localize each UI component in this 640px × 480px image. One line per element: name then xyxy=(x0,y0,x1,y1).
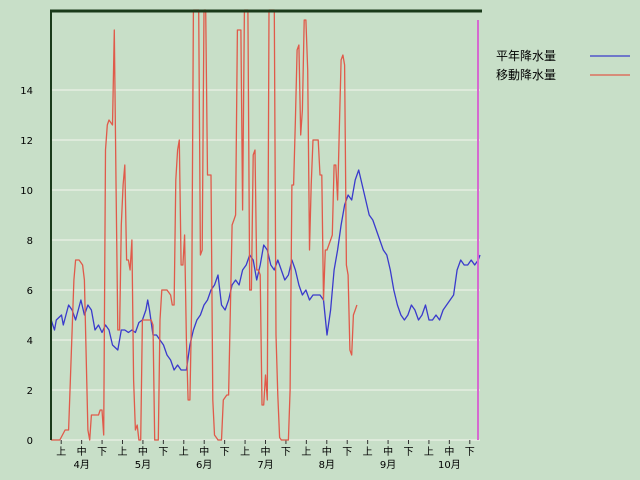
legend-label: 平年降水量 xyxy=(496,49,556,63)
x-month-label: 8月 xyxy=(319,459,335,471)
y-tick-label: 12 xyxy=(20,136,33,147)
x-month-label: 9月 xyxy=(380,459,396,471)
y-tick-label: 6 xyxy=(27,286,33,297)
x-dekad-label: 下 xyxy=(281,447,291,458)
series-line-1 xyxy=(50,169,481,441)
plot-background xyxy=(50,10,482,440)
x-month-label: 4月 xyxy=(73,459,89,471)
y-tick-label: 2 xyxy=(27,386,33,397)
x-dekad-label: 中 xyxy=(77,445,87,458)
x-axis: 上中下上中下上中下上中下上中下上中下上中下4月 5月 6月 7月 8月 9月 10月 xyxy=(56,440,475,471)
x-dekad-label: 中 xyxy=(383,445,393,458)
y-tick-label: 8 xyxy=(27,236,33,247)
x-dekad-label: 上 xyxy=(118,446,128,458)
x-dekad-label: 下 xyxy=(220,447,230,458)
series-line-2 xyxy=(51,9,358,441)
x-month-label: 6月 xyxy=(196,459,212,471)
x-dekad-label: 中 xyxy=(444,445,454,458)
y-tick-label: 0 xyxy=(27,436,33,447)
x-dekad-label: 下 xyxy=(158,447,168,458)
x-dekad-label: 上 xyxy=(301,446,311,458)
x-dekad-label: 中 xyxy=(322,445,332,458)
y-tick-label: 14 xyxy=(20,86,33,97)
x-dekad-label: 上 xyxy=(179,446,189,458)
x-dekad-label: 中 xyxy=(261,445,271,458)
x-dekad-label: 上 xyxy=(363,446,373,458)
x-dekad-label: 上 xyxy=(56,446,66,458)
x-month-label: 7月 xyxy=(257,459,273,471)
legend-label: 移動降水量 xyxy=(496,68,556,82)
x-dekad-label: 下 xyxy=(97,447,107,458)
x-dekad-label: 下 xyxy=(465,447,475,458)
x-month-label: 5月 xyxy=(135,459,151,471)
x-month-label: 10月 xyxy=(438,459,461,471)
y-axis: 0 2 4 6 8 10 12 14 xyxy=(20,86,33,447)
series-lines xyxy=(50,9,481,441)
y-tick-label: 10 xyxy=(20,186,33,197)
x-dekad-label: 中 xyxy=(138,445,148,458)
x-dekad-label: 中 xyxy=(199,445,209,458)
x-dekad-label: 下 xyxy=(342,447,352,458)
x-dekad-label: 上 xyxy=(240,446,250,458)
x-dekad-label: 下 xyxy=(404,447,414,458)
y-tick-label: 4 xyxy=(27,336,33,347)
x-dekad-label: 上 xyxy=(424,446,434,458)
